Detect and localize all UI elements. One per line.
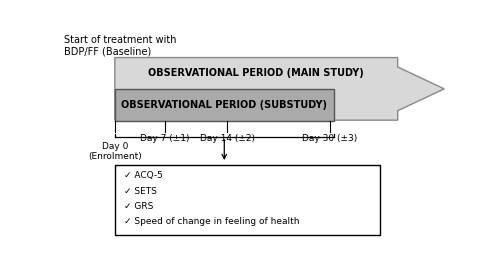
Text: Day 0
(Enrolment): Day 0 (Enrolment) <box>88 142 142 162</box>
Text: OBSERVATIONAL PERIOD (MAIN STUDY): OBSERVATIONAL PERIOD (MAIN STUDY) <box>148 68 364 78</box>
Polygon shape <box>115 57 444 120</box>
Bar <box>115 165 380 235</box>
Text: Day 30 (±3): Day 30 (±3) <box>302 134 358 143</box>
Text: Start of treatment with
BDP/FF (Baseline): Start of treatment with BDP/FF (Baseline… <box>64 35 177 56</box>
Text: Day 7 (±1): Day 7 (±1) <box>140 134 190 143</box>
Text: OBSERVATIONAL PERIOD (SUBSTUDY): OBSERVATIONAL PERIOD (SUBSTUDY) <box>122 100 328 110</box>
Bar <box>115 89 334 121</box>
Text: ✓ SETS: ✓ SETS <box>124 187 158 196</box>
Text: Day 14 (±2): Day 14 (±2) <box>200 134 254 143</box>
Text: ✓ Speed of change in feeling of health: ✓ Speed of change in feeling of health <box>124 217 300 227</box>
Text: ✓ ACQ-5: ✓ ACQ-5 <box>124 171 164 180</box>
Text: ✓ GRS: ✓ GRS <box>124 202 154 211</box>
